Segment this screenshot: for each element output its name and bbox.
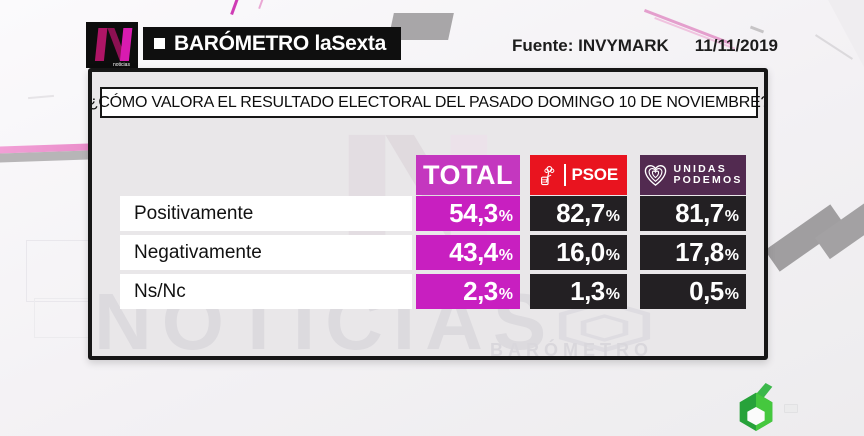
square-bullet-icon bbox=[154, 38, 165, 49]
value-total-negativamente: 43,4% bbox=[416, 235, 520, 270]
program-title-bar: BARÓMETRO laSexta bbox=[143, 27, 401, 60]
psoe-fist-rose-icon bbox=[541, 165, 555, 185]
lasexta-noticias-logo: noticias bbox=[86, 22, 138, 68]
watermark-barometro: BARÓMETRO bbox=[490, 340, 653, 360]
column-header-psoe: PSOE bbox=[530, 155, 627, 195]
row-label-negativamente: Negativamente bbox=[120, 235, 412, 270]
bg-magenta-tick bbox=[230, 0, 239, 16]
watermark-hexagon-icon bbox=[558, 300, 651, 352]
bg-corner-wedge bbox=[828, 0, 864, 68]
value-total-positivamente: 54,3% bbox=[416, 196, 520, 231]
date-label: 11/11/2019 bbox=[694, 36, 778, 55]
psoe-label: PSOE bbox=[571, 165, 619, 184]
podemos-line: PODEMOS bbox=[673, 174, 743, 186]
bg-corner-line bbox=[815, 34, 853, 60]
value-psoe-negativamente: 16,0% bbox=[530, 235, 627, 270]
bg-faint-dash bbox=[27, 94, 55, 100]
noticias-n-icon: noticias bbox=[94, 28, 133, 68]
unidas-line: UNIDAS bbox=[673, 162, 727, 175]
lasexta-6-icon bbox=[739, 382, 773, 432]
bg-gray-dash bbox=[749, 25, 765, 34]
row-label-nsnc: Ns/Nc bbox=[120, 274, 412, 309]
bg-magenta-tick-2 bbox=[258, 0, 264, 10]
poll-panel: NOTICIAS BARÓMETRO ¿CÓMO VALORA EL RESUL… bbox=[88, 68, 768, 360]
value-psoe-nsnc: 1,3% bbox=[530, 274, 627, 309]
podemos-heart-icon bbox=[645, 164, 667, 186]
noticias-label: noticias bbox=[113, 62, 130, 68]
source-row: Fuente: INVYMARK 11/11/2019 bbox=[512, 36, 778, 56]
value-up-nsnc: 0,5% bbox=[640, 274, 746, 309]
question-box: ¿CÓMO VALORA EL RESULTADO ELECTORAL DEL … bbox=[92, 87, 764, 118]
bg-gray-stripe bbox=[0, 150, 93, 163]
column-header-unidas-podemos: UNIDAS PODEMOS bbox=[640, 155, 746, 195]
value-up-positivamente: 81,7% bbox=[640, 196, 746, 231]
column-header-total: TOTAL bbox=[416, 155, 520, 195]
source-label: Fuente: INVYMARK bbox=[512, 36, 669, 55]
lasexta-6-logo bbox=[736, 382, 776, 432]
value-psoe-positivamente: 82,7% bbox=[530, 196, 627, 231]
program-title: BARÓMETRO laSexta bbox=[174, 31, 386, 55]
psoe-divider bbox=[564, 164, 566, 186]
value-total-nsnc: 2,3% bbox=[416, 274, 520, 309]
unidas-podemos-label: UNIDAS PODEMOS bbox=[673, 162, 743, 187]
row-label-positivamente: Positivamente bbox=[120, 196, 412, 231]
faint-corner-badge bbox=[784, 404, 798, 413]
value-up-negativamente: 17,8% bbox=[640, 235, 746, 270]
